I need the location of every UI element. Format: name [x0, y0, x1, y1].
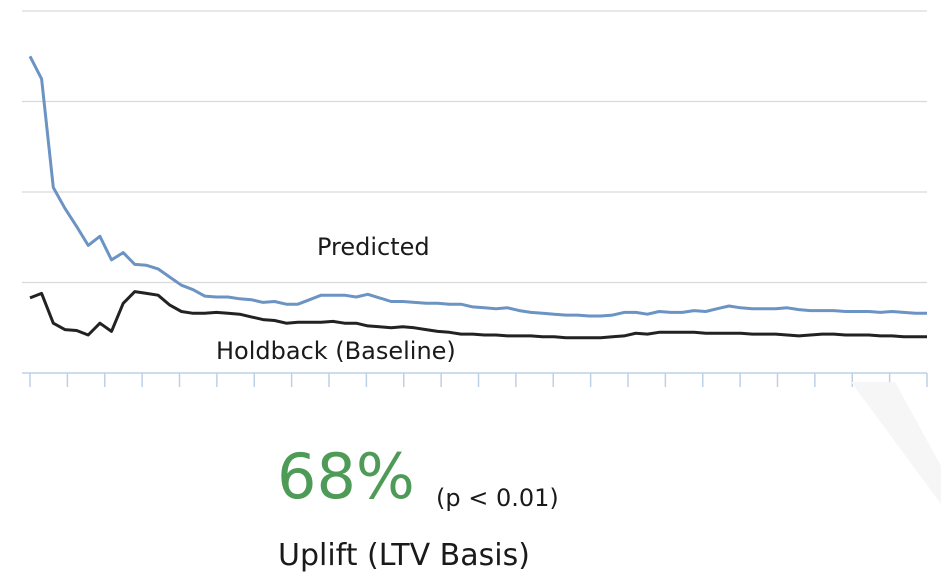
x-axis: [22, 372, 928, 387]
series-label-holdback: Holdback (Baseline): [216, 337, 456, 365]
uplift-percentage: 68%: [277, 440, 415, 513]
series-line-predicted: [28, 55, 927, 318]
series-label-predicted: Predicted: [317, 233, 430, 261]
p-value-text: (p < 0.01): [436, 484, 559, 512]
series-line-holdback: [29, 290, 927, 340]
gridlines: [22, 10, 927, 284]
uplift-line-chart: [22, 10, 928, 387]
uplift-caption: Uplift (LTV Basis): [278, 538, 530, 573]
series-lines: [28, 55, 927, 340]
